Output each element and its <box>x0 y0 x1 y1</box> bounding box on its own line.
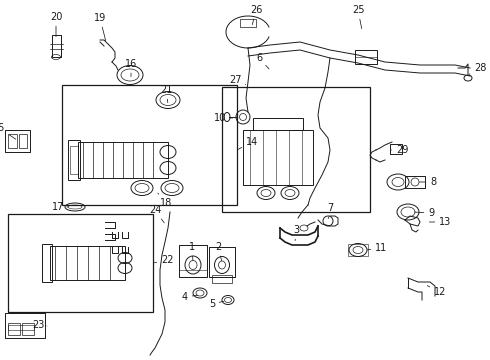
Text: 15: 15 <box>0 123 16 139</box>
Bar <box>8 214 153 312</box>
Text: 1: 1 <box>189 242 195 261</box>
Text: 26: 26 <box>250 5 262 24</box>
Text: 3: 3 <box>293 225 299 240</box>
Bar <box>240 19 256 27</box>
Bar <box>52 35 61 57</box>
Bar <box>78 142 168 178</box>
Text: 5: 5 <box>209 299 223 309</box>
Bar <box>243 130 313 185</box>
Bar <box>5 313 45 338</box>
Text: 6: 6 <box>256 53 269 69</box>
Text: 24: 24 <box>149 205 164 223</box>
Text: 17: 17 <box>52 202 68 212</box>
Bar <box>5 130 30 152</box>
Bar <box>222 87 370 212</box>
Bar <box>209 247 235 277</box>
Bar <box>253 118 303 130</box>
Bar <box>405 176 425 188</box>
Text: 23: 23 <box>32 320 47 330</box>
Bar <box>19 134 27 148</box>
Bar <box>22 323 34 335</box>
Text: 8: 8 <box>419 177 436 187</box>
Text: 18: 18 <box>158 193 172 208</box>
Text: 20: 20 <box>50 12 62 37</box>
Text: 4: 4 <box>182 292 197 302</box>
Text: 13: 13 <box>429 217 451 227</box>
Text: 9: 9 <box>415 208 434 218</box>
Bar <box>8 325 34 330</box>
Bar <box>355 50 377 64</box>
Bar <box>70 146 78 174</box>
Text: 27: 27 <box>229 75 245 85</box>
Text: 11: 11 <box>368 243 387 253</box>
Bar <box>50 246 125 280</box>
Bar <box>8 134 17 148</box>
Text: 12: 12 <box>427 285 446 297</box>
Bar <box>68 140 80 180</box>
Text: 29: 29 <box>392 145 408 155</box>
Text: 22: 22 <box>154 255 173 265</box>
Bar <box>348 244 368 256</box>
Text: 7: 7 <box>327 203 333 219</box>
Text: 25: 25 <box>352 5 364 29</box>
Text: 28: 28 <box>469 63 486 74</box>
Text: 16: 16 <box>125 59 137 77</box>
Text: 2: 2 <box>215 242 221 261</box>
Text: 14: 14 <box>238 137 258 149</box>
Bar <box>390 144 402 154</box>
Text: 19: 19 <box>94 13 106 41</box>
Bar <box>62 85 237 205</box>
Text: 21: 21 <box>160 85 172 103</box>
Bar <box>42 244 52 282</box>
Bar <box>212 275 232 283</box>
Text: 10: 10 <box>214 113 233 123</box>
Bar <box>179 245 207 277</box>
Bar <box>8 323 20 335</box>
